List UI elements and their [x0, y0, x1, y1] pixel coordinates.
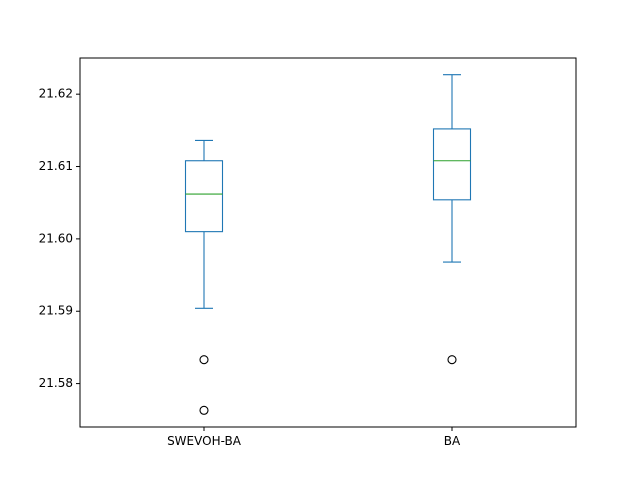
outlier-point — [199, 405, 209, 415]
plot-frame — [79, 57, 577, 428]
box-group-2 — [432, 74, 472, 365]
outlier-point — [199, 355, 209, 365]
box-group-1 — [184, 139, 224, 415]
y-tick-label: 21.60 — [39, 231, 73, 245]
y-tick-label: 21.62 — [39, 87, 73, 101]
y-tick-label: 21.58 — [39, 376, 73, 390]
x-tick-label: BA — [444, 434, 461, 448]
plot-area — [80, 58, 576, 427]
y-tick-label: 21.59 — [39, 304, 73, 318]
y-tick-label: 21.61 — [39, 159, 73, 173]
x-tick-label: SWEVOH-BA — [167, 434, 242, 448]
outlier-point — [447, 355, 457, 365]
